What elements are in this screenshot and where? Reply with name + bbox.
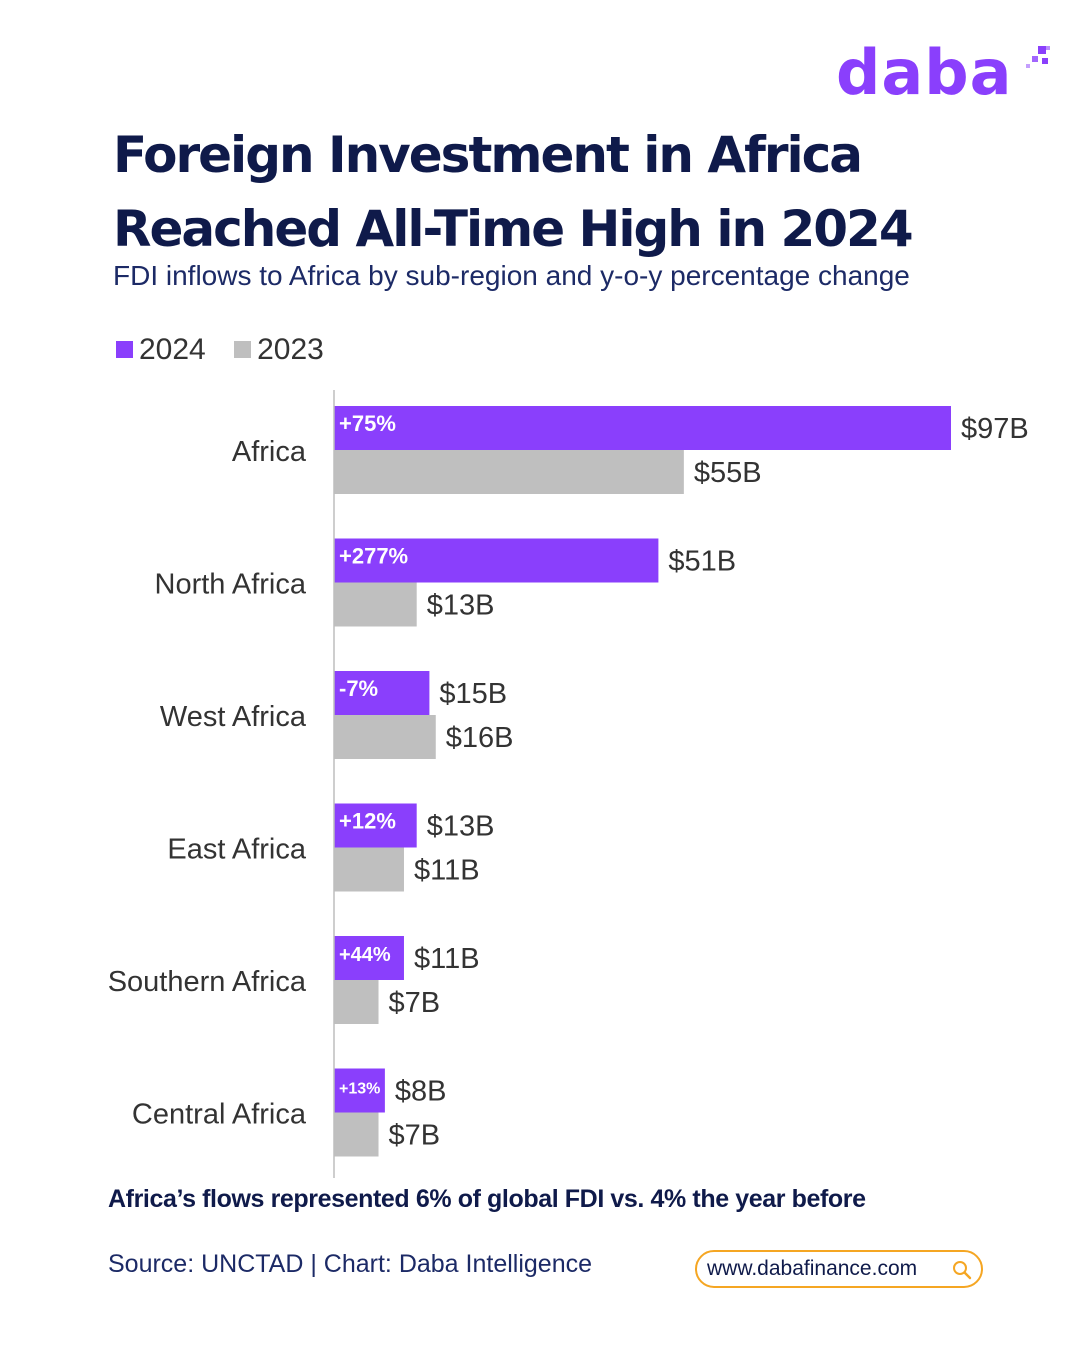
value-label-2024-west-africa: $15B	[439, 678, 507, 710]
category-label-central-africa: Central Africa	[132, 1099, 307, 1131]
bar-2024-north-africa	[334, 538, 659, 583]
legend-item-2023: 2023	[234, 333, 324, 367]
legend: 2024 2023	[116, 332, 344, 367]
bar-2024-east-africa	[334, 803, 417, 848]
change-label-southern-africa: +44%	[339, 944, 391, 966]
value-label-2023-southern-africa: $7B	[389, 987, 441, 1019]
value-label-2023-africa: $55B	[694, 457, 762, 489]
chart-title: Foreign Investment in Africa Reached All…	[113, 118, 1013, 266]
bar-2024-central-africa	[334, 1068, 385, 1113]
category-label-africa: Africa	[232, 436, 307, 468]
value-label-2023-north-africa: $13B	[427, 590, 495, 622]
bar-2023-central-africa	[334, 1112, 379, 1157]
title-line-1: Foreign Investment in Africa	[113, 126, 863, 184]
footnote: Africa’s flows represented 6% of global …	[108, 1185, 866, 1213]
value-label-2023-west-africa: $16B	[446, 722, 514, 754]
bar-chart: Africa $97B +75% $55B North Africa $51B +277% $…	[108, 390, 1029, 1178]
value-label-2024-central-africa: $8B	[395, 1076, 447, 1108]
bar-2023-north-africa	[334, 582, 417, 627]
legend-label-2024: 2024	[139, 332, 206, 366]
daba-logo: daba	[836, 36, 1013, 109]
website-link[interactable]: www.dabafinance.com	[695, 1250, 983, 1288]
legend-swatch-2024	[116, 341, 133, 358]
logo-pixel-mark	[1024, 46, 1050, 72]
bar-2023-east-africa	[334, 847, 404, 892]
change-label-east-africa: +12%	[339, 809, 396, 834]
bar-2024-west-africa	[334, 671, 430, 715]
bar-2024-southern-africa	[334, 936, 404, 980]
search-icon	[953, 1261, 972, 1280]
value-label-2023-east-africa: $11B	[414, 855, 480, 887]
change-label-africa: +75%	[339, 411, 396, 436]
title-line-2: Reached All-Time High in 2024	[113, 200, 914, 258]
bar-2024-africa	[334, 406, 951, 450]
category-label-east-africa: East Africa	[167, 834, 306, 866]
value-label-2023-central-africa: $7B	[389, 1120, 441, 1152]
value-label-2024-southern-africa: $11B	[414, 943, 480, 975]
bar-2023-africa	[334, 450, 684, 494]
value-label-2024-africa: $97B	[961, 413, 1029, 445]
change-label-central-africa: +13%	[339, 1081, 380, 1098]
legend-swatch-2023	[234, 341, 252, 358]
bar-2023-southern-africa	[334, 980, 379, 1024]
change-label-north-africa: +277%	[339, 544, 408, 569]
legend-label-2023: 2023	[257, 332, 324, 366]
category-label-north-africa: North Africa	[155, 569, 307, 601]
value-label-2024-east-africa: $13B	[427, 811, 495, 843]
category-label-southern-africa: Southern Africa	[108, 966, 307, 998]
change-label-west-africa: -7%	[339, 676, 378, 701]
bar-2023-west-africa	[334, 715, 436, 759]
category-label-west-africa: West Africa	[160, 701, 307, 733]
value-label-2024-north-africa: $51B	[668, 546, 736, 578]
legend-item-2024: 2024	[116, 333, 206, 367]
chart-subtitle: FDI inflows to Africa by sub-region and …	[113, 260, 910, 291]
source-credit: Source: UNCTAD | Chart: Daba Intelligenc…	[108, 1250, 593, 1278]
website-url: www.dabafinance.com	[707, 1257, 918, 1280]
